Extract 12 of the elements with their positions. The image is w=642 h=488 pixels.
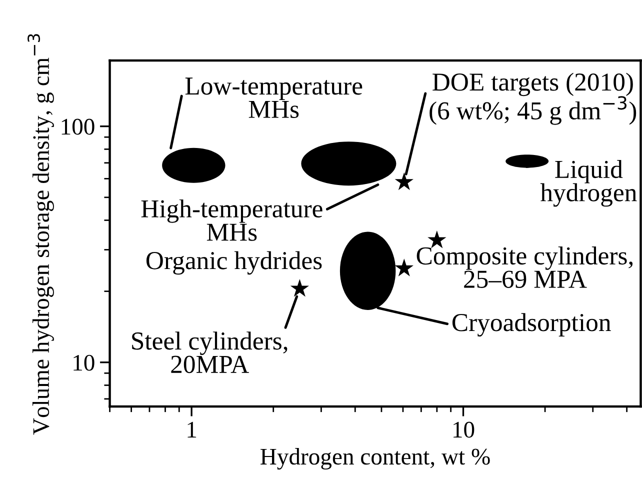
annotation: DOE targets (2010) (6 wt%; 45 g dm$^{−3}$) (430, 72, 636, 125)
annotation: Steel cylinders, 20MPA (132, 332, 288, 374)
annotation: Organic hydrides (146, 251, 322, 275)
annotation: Low-temperature MHs (185, 78, 362, 118)
annotation: Liquid hydrogen (540, 160, 637, 207)
annotation: High-temperature MHs (141, 199, 322, 241)
annotation: Cryoadsorption (452, 313, 611, 337)
x-axis-title: Hydrogen content, wt % (260, 448, 490, 470)
y-axis-title: Volume hydrogen storage density, g cm$^{−3}$ (28, 34, 54, 435)
annotation: Composite cylinders, 25–69 MPA (416, 246, 633, 288)
x-tick-label: 1 (188, 422, 196, 438)
y-tick-label: 100 (62, 118, 94, 135)
